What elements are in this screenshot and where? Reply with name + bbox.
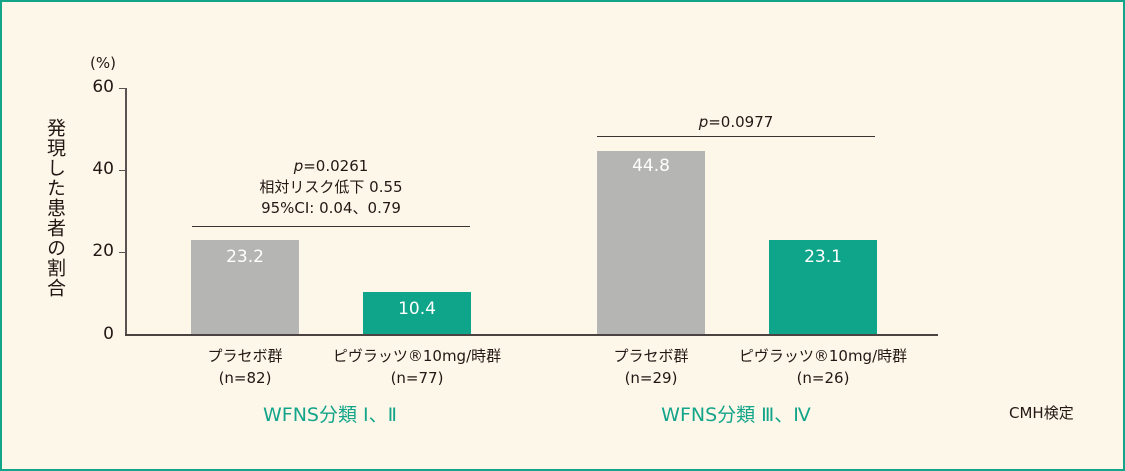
group-label-g1: WFNS分類 Ⅰ、Ⅱ: [263, 404, 397, 426]
bar-value-g1-placebo: 23.2: [226, 247, 264, 267]
bar-g1-drug: [363, 292, 471, 335]
category-name: ピヴラッツ®10mg/時群: [738, 347, 908, 365]
category-n: (n=29): [624, 369, 678, 387]
y-tick-20: 20: [92, 241, 114, 261]
p-value: =0.0261: [303, 157, 369, 175]
y-tick-mark: [119, 170, 126, 172]
y-tick-mark: [119, 88, 126, 90]
bar-g2-drug: [769, 240, 877, 335]
sig-line-g1: [192, 226, 470, 228]
category-n: (n=82): [218, 369, 272, 387]
p-symbol: p: [293, 157, 304, 175]
relative-risk-reduction: 相対リスク低下 0.55: [259, 178, 403, 196]
bar-g1-placebo: [191, 240, 299, 335]
category-label-g2-drug: ピヴラッツ®10mg/時群 (n=26): [723, 345, 923, 389]
category-name: プラセボ群: [207, 347, 283, 365]
sig-annotation-g1: p=0.0261 相対リスク低下 0.55 95%CI: 0.04、0.79: [192, 156, 470, 219]
sig-line-g2: [597, 136, 875, 138]
bar-value-g1-drug: 10.4: [398, 299, 436, 319]
y-tick-mark: [119, 252, 126, 254]
y-axis-unit: (%): [90, 54, 116, 72]
category-name: プラセボ群: [613, 347, 689, 365]
y-tick-40: 40: [92, 159, 114, 179]
x-axis: [125, 334, 938, 336]
y-tick-60: 60: [92, 77, 114, 97]
y-axis: [125, 88, 127, 335]
category-label-g1-drug: ピヴラッツ®10mg/時群 (n=77): [317, 345, 517, 389]
bar-value-g2-placebo: 44.8: [632, 156, 670, 176]
category-n: (n=77): [390, 369, 444, 387]
p-value: =0.0977: [708, 113, 774, 131]
p-symbol: p: [698, 113, 709, 131]
test-method-note: CMH検定: [1009, 404, 1074, 422]
category-n: (n=26): [796, 369, 850, 387]
category-name: ピヴラッツ®10mg/時群: [332, 347, 502, 365]
category-label-g2-placebo: プラセボ群 (n=29): [571, 345, 731, 389]
bar-g2-placebo: [597, 151, 705, 335]
confidence-interval: 95%CI: 0.04、0.79: [261, 199, 401, 217]
sig-annotation-g2: p=0.0977: [597, 112, 875, 133]
y-axis-title: 発現した患者の割合: [44, 118, 66, 298]
y-tick-0: 0: [103, 324, 114, 344]
group-label-g2: WFNS分類 Ⅲ、Ⅳ: [661, 404, 811, 426]
bar-value-g2-drug: 23.1: [804, 247, 842, 267]
category-label-g1-placebo: プラセボ群 (n=82): [165, 345, 325, 389]
